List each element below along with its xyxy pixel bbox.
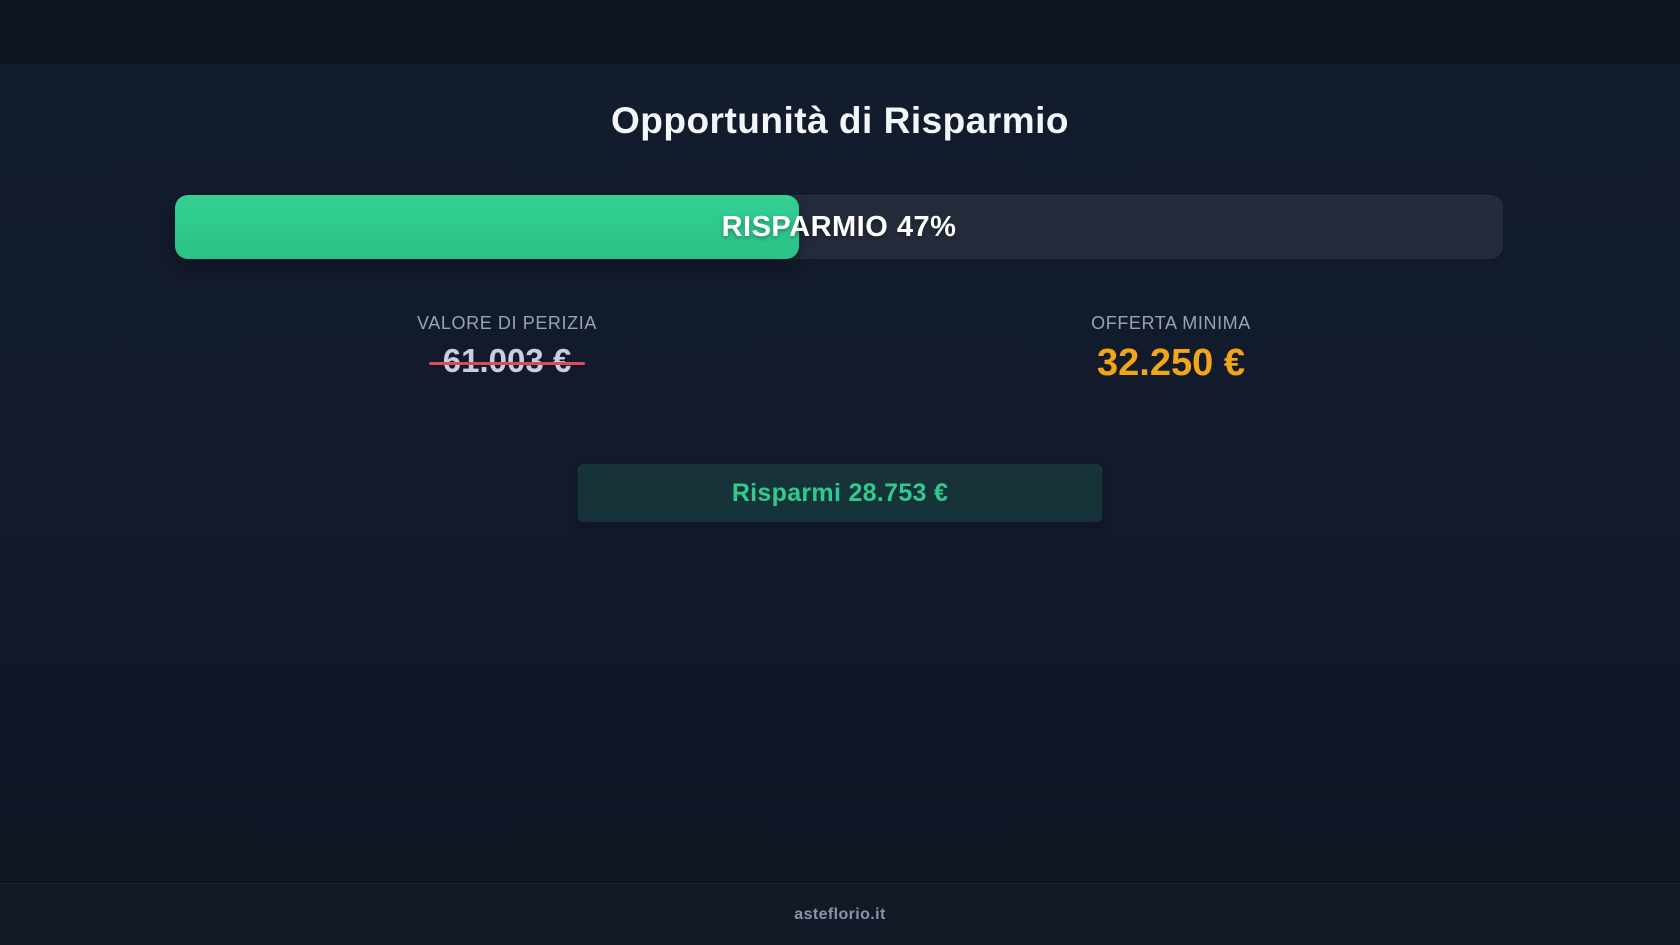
strikethrough-line: [428, 362, 586, 366]
footer: asteflorio.it: [0, 883, 1680, 945]
top-letterbox-band: [0, 0, 1680, 64]
savings-badge-text: Risparmi 28.753 €: [731, 479, 949, 507]
page-title: Opportunità di Risparmio: [610, 100, 1070, 141]
footer-site-name: asteflorio.it: [794, 905, 886, 923]
appraisal-value-amount: 61.003 €: [428, 342, 586, 379]
appraisal-amount-text: 61.003 €: [442, 342, 572, 379]
progress-label: RISPARMIO 47%: [721, 210, 957, 243]
minimum-offer-amount: 32.250 €: [1097, 342, 1245, 384]
minimum-offer-block: OFFERTA MINIMA 32.250 €: [839, 313, 1503, 385]
minimum-offer-label: OFFERTA MINIMA: [1091, 313, 1251, 333]
progress-fill: [175, 195, 800, 259]
savings-badge: Risparmi 28.753 €: [577, 464, 1103, 522]
values-row: VALORE DI PERIZIA 61.003 € OFFERTA MINIM…: [175, 313, 1503, 385]
appraisal-value-block: VALORE DI PERIZIA 61.003 €: [175, 313, 839, 385]
appraisal-value-label: VALORE DI PERIZIA: [417, 313, 597, 333]
savings-progress-bar: RISPARMIO 47%: [175, 195, 1503, 259]
